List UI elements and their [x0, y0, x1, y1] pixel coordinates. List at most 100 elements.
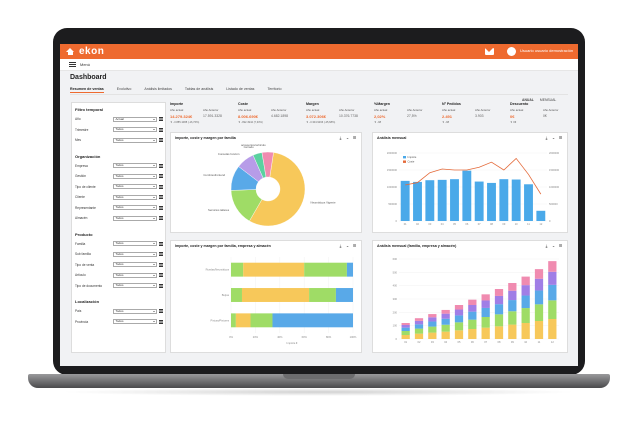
filter-select[interactable]: Todos [113, 194, 157, 200]
chevron-down-icon[interactable]: ⌄ [345, 243, 350, 248]
stacked-segment[interactable] [468, 329, 477, 339]
filter-select[interactable]: Todos [113, 241, 157, 246]
pie-slice[interactable] [261, 151, 274, 178]
stacked-segment[interactable] [401, 335, 410, 339]
stacked-segment[interactable] [534, 278, 544, 291]
download-icon[interactable]: ⤓ [545, 135, 548, 140]
stacked-segment[interactable] [508, 290, 517, 301]
filter-select[interactable]: Todos [113, 251, 157, 257]
stacked-segment[interactable] [521, 295, 530, 309]
stacked-segment[interactable] [481, 307, 490, 317]
stacked-segment[interactable] [534, 304, 544, 321]
bar[interactable] [437, 179, 447, 221]
stacked-segment[interactable] [304, 262, 347, 277]
bar[interactable] [413, 181, 422, 221]
stacked-segment[interactable] [414, 328, 424, 334]
chevron-down-icon[interactable]: ⌄ [551, 243, 556, 248]
stacked-segment[interactable] [534, 321, 544, 339]
tab-4[interactable]: Listado de ventas [226, 87, 255, 91]
stacked-segment[interactable] [508, 283, 517, 291]
filter-list-icon[interactable] [159, 309, 163, 313]
filter-list-icon[interactable] [159, 241, 163, 246]
stacked-segment[interactable] [250, 313, 273, 328]
filter-list-icon[interactable] [159, 283, 163, 288]
stacked-segment[interactable] [428, 314, 437, 318]
stacked-segment[interactable] [521, 323, 530, 339]
stacked-segment[interactable] [521, 276, 530, 286]
stacked-segment[interactable] [454, 330, 464, 339]
tab-3[interactable]: Tablas de análisis [184, 87, 214, 91]
filter-list-icon[interactable] [159, 273, 163, 277]
filter-list-icon[interactable] [159, 184, 163, 189]
stacked-segment[interactable] [494, 295, 504, 305]
filter-list-icon[interactable] [159, 117, 163, 121]
bar[interactable] [487, 182, 496, 221]
stacked-segment[interactable] [534, 290, 544, 305]
stacked-segment[interactable] [401, 331, 410, 335]
filter-list-icon[interactable] [159, 195, 163, 199]
download-icon[interactable]: ⤓ [339, 135, 342, 140]
stacked-segment[interactable] [414, 324, 424, 329]
stacked-segment[interactable] [468, 319, 477, 329]
stacked-segment[interactable] [231, 288, 242, 302]
home-icon[interactable] [66, 48, 74, 55]
filter-select[interactable]: Todos [113, 127, 157, 132]
tab-1[interactable]: Evolutivo [116, 87, 132, 91]
menu-icon[interactable]: ☰ [352, 243, 357, 248]
filter-select[interactable]: Todos [113, 272, 157, 278]
stacked-segment[interactable] [468, 305, 477, 312]
stacked-segment[interactable] [494, 304, 504, 315]
user-name[interactable]: Usuario usuario demostración [520, 48, 574, 53]
stacked-segment[interactable] [243, 262, 305, 277]
stacked-segment[interactable] [428, 332, 437, 339]
filter-list-icon[interactable] [159, 205, 163, 210]
stacked-segment[interactable] [241, 288, 310, 302]
stacked-segment[interactable] [272, 313, 353, 328]
stacked-segment[interactable] [309, 288, 336, 302]
stacked-segment[interactable] [235, 313, 251, 328]
mail-icon[interactable] [485, 48, 494, 55]
stacked-segment[interactable] [428, 317, 437, 322]
toggle-annual[interactable]: ANUAL [522, 98, 534, 102]
menu-icon[interactable]: ☰ [352, 135, 357, 140]
menu-icon[interactable]: ☰ [558, 135, 563, 140]
menu-icon[interactable] [69, 62, 76, 67]
stacked-segment[interactable] [401, 327, 410, 331]
bar[interactable] [499, 179, 509, 221]
stacked-segment[interactable] [534, 269, 544, 279]
stacked-segment[interactable] [454, 309, 464, 316]
filter-select[interactable]: Todos [113, 205, 157, 210]
bar[interactable] [524, 184, 533, 221]
chevron-down-icon[interactable]: ⌄ [551, 135, 556, 140]
filter-select[interactable]: Todos [113, 308, 157, 314]
stacked-segment[interactable] [521, 308, 530, 323]
stacked-segment[interactable] [231, 262, 244, 277]
stacked-segment[interactable] [508, 311, 517, 325]
stacked-segment[interactable] [454, 322, 464, 331]
filter-select[interactable]: Todos [113, 173, 157, 179]
avatar[interactable] [507, 47, 516, 56]
download-icon[interactable]: ⤓ [545, 243, 548, 248]
stacked-segment[interactable] [335, 288, 353, 302]
filter-list-icon[interactable] [159, 252, 163, 256]
stacked-segment[interactable] [441, 331, 450, 339]
stacked-segment[interactable] [441, 313, 450, 319]
bar[interactable] [425, 180, 435, 221]
filter-select[interactable]: Todos [113, 184, 157, 189]
filter-select[interactable]: Todos [113, 283, 157, 288]
stacked-segment[interactable] [548, 271, 557, 285]
filter-select[interactable]: Todos [113, 262, 157, 267]
stacked-segment[interactable] [548, 284, 557, 301]
stacked-segment[interactable] [346, 262, 353, 277]
stacked-segment[interactable] [548, 300, 557, 319]
menu-label[interactable]: Menú [80, 62, 91, 67]
pie-slice[interactable] [249, 152, 306, 227]
stacked-segment[interactable] [441, 318, 450, 325]
filter-list-icon[interactable] [159, 319, 163, 324]
stacked-segment[interactable] [468, 311, 477, 320]
filter-list-icon[interactable] [159, 262, 163, 267]
filter-list-icon[interactable] [159, 127, 163, 132]
stacked-segment[interactable] [494, 314, 504, 327]
bar[interactable] [462, 170, 472, 221]
filter-select[interactable]: Todos [113, 215, 157, 221]
